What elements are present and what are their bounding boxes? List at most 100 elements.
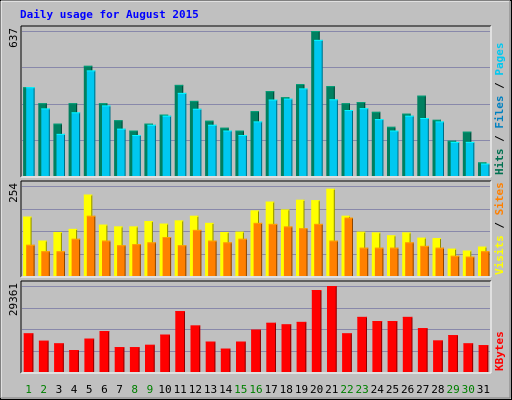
bar-highlight (329, 240, 338, 242)
bar-files-day-22 (344, 110, 353, 176)
x-tick-label-day-15: 15 (234, 383, 247, 396)
bar-shadow (109, 240, 111, 276)
x-tick-label-day-24: 24 (371, 383, 385, 396)
bar-highlight (129, 347, 140, 349)
bar-shadow (245, 238, 247, 276)
bar-highlight (162, 237, 172, 238)
bar-sites-day-22 (344, 217, 353, 276)
bar-highlight (253, 222, 263, 224)
bar-highlight (374, 119, 384, 121)
bar-sites-day-15 (238, 238, 247, 276)
bar-highlight (344, 217, 353, 219)
bar-highlight (220, 232, 229, 234)
bar-files-day-13 (208, 124, 217, 176)
bar-kbytes-day-1 (23, 333, 34, 372)
bar-sites-day-24 (374, 247, 384, 276)
bar-highlight (390, 130, 399, 132)
bar-highlight (311, 290, 322, 291)
bar-shadow (33, 244, 35, 276)
x-tick-label-day-1: 1 (25, 383, 32, 396)
bar-shadow (154, 124, 156, 176)
bar-highlight (341, 103, 350, 105)
bar-shadow (230, 242, 232, 276)
legend-part: / (493, 129, 506, 149)
bar-highlight (175, 311, 185, 313)
bar-highlight (69, 350, 79, 351)
bar-shadow (411, 316, 413, 372)
bar-files-day-28 (435, 121, 444, 176)
bar-highlight (129, 130, 138, 132)
bar-sites-day-17 (268, 223, 278, 276)
bar-files-day-4 (71, 112, 81, 176)
bar-kbytes-day-31 (478, 345, 489, 372)
bar-highlight (208, 124, 217, 126)
bar-files-day-7 (117, 128, 126, 176)
bar-shadow (396, 321, 398, 372)
bar-kbytes-day-21 (327, 286, 337, 372)
bar-highlight (235, 231, 244, 233)
bar-shadow (229, 348, 231, 372)
bar-sites-day-23 (359, 247, 369, 276)
bar-highlight (220, 127, 229, 129)
bar-highlight (478, 345, 489, 347)
bar-files-day-25 (390, 130, 399, 176)
bar-highlight (299, 228, 308, 230)
bar-highlight (132, 135, 141, 136)
bar-highlight (177, 92, 187, 94)
bar-highlight (371, 232, 381, 234)
bar-sites-day-27 (420, 245, 429, 276)
bar-visits-day-21 (326, 188, 335, 276)
panel-visits-sites: 254 Visits / Sites (7, 180, 506, 278)
bar-shadow (350, 333, 352, 372)
bar-shadow (367, 247, 369, 276)
bar-sites-day-3 (56, 251, 65, 276)
bar-kbytes-day-12 (190, 325, 201, 372)
bar-shadow (381, 321, 383, 372)
bar-highlight (147, 124, 156, 126)
bar-shadow (488, 251, 490, 276)
bar-highlight (280, 97, 290, 99)
x-tick-label-day-14: 14 (219, 383, 233, 396)
bar-sites-day-29 (450, 255, 460, 276)
bar-highlight (359, 247, 369, 249)
bar-kbytes-day-17 (266, 322, 276, 372)
bar-highlight (462, 131, 472, 133)
bar-shadow (456, 335, 458, 372)
bar-kbytes-day-20 (311, 290, 322, 372)
bar-highlight (357, 316, 367, 318)
bar-kbytes-day-8 (129, 347, 140, 372)
y-max-label: 637 (7, 28, 20, 48)
x-tick-label-day-31: 31 (477, 383, 490, 396)
bar-shadow (33, 87, 35, 176)
bar-shadow (305, 321, 307, 372)
bar-shadow (320, 290, 322, 372)
bar-shadow (367, 108, 369, 176)
bar-shadow (412, 242, 414, 276)
bar-shadow (79, 238, 81, 276)
bar-highlight (102, 240, 111, 242)
bar-highlight (174, 84, 184, 86)
x-axis-labels: 1 2 3 4 5 6 7 8 9 10 11 12 13 14 15 16 17 18 19 20 21 22 23 24 2… (25, 383, 490, 396)
bar-shadow (124, 245, 126, 276)
bar-sites-day-7 (117, 245, 126, 276)
bar-highlight (86, 70, 96, 72)
bar-highlight (447, 248, 457, 250)
bar-highlight (23, 333, 34, 335)
bar-shadow (333, 188, 335, 276)
bar-kbytes-day-16 (251, 329, 261, 372)
legend-part: Pages (493, 43, 506, 76)
bar-sites-day-13 (208, 240, 217, 276)
bar-shadow (94, 215, 96, 276)
bar-highlight (314, 223, 323, 225)
bar-highlight (387, 126, 396, 128)
bar-shadow (321, 39, 323, 177)
bar-highlight (299, 88, 308, 90)
bar-files-day-17 (268, 99, 278, 176)
bar-shadow (487, 345, 489, 372)
bar-highlight (371, 111, 381, 113)
bar-highlight (99, 331, 110, 332)
bar-highlight (344, 110, 353, 111)
bar-shadow (458, 141, 460, 176)
bar-shadow (94, 70, 96, 176)
